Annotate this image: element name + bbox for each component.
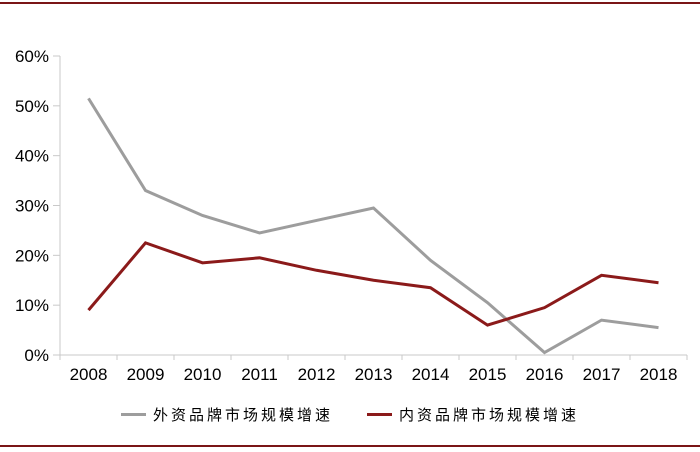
chart-legend: 外资品牌市场规模增速 内资品牌市场规模增速 xyxy=(0,404,700,425)
legend-item-foreign-brands: 外资品牌市场规模增速 xyxy=(120,404,333,425)
legend-item-domestic-brands: 内资品牌市场规模增速 xyxy=(367,404,579,425)
x-axis-tick-label: 2012 xyxy=(298,365,336,384)
series-line-0 xyxy=(87,97,659,355)
x-axis-tick-label: 2010 xyxy=(184,365,222,384)
legend-label-foreign-brands: 外资品牌市场规模增速 xyxy=(152,408,333,424)
y-axis-tick-label: 0% xyxy=(24,346,49,365)
legend-line-gray-icon xyxy=(120,413,146,416)
x-axis-tick-label: 2011 xyxy=(241,365,278,384)
legend-label-domestic-brands: 内资品牌市场规模增速 xyxy=(399,408,580,424)
y-axis-tick-label: 10% xyxy=(15,296,49,315)
series-line-1 xyxy=(87,241,659,327)
y-axis-tick-label: 50% xyxy=(15,97,49,116)
bottom-border-line xyxy=(0,445,700,447)
y-axis-tick-label: 60% xyxy=(15,47,49,66)
x-axis-tick-label: 2017 xyxy=(583,365,621,384)
x-axis-tick-label: 2008 xyxy=(70,365,108,384)
x-axis-tick-label: 2013 xyxy=(355,365,393,384)
x-axis-tick-label: 2018 xyxy=(640,365,678,384)
y-axis-tick-label: 40% xyxy=(15,147,49,166)
top-border-line xyxy=(0,2,700,4)
x-axis-tick-label: 2009 xyxy=(127,365,165,384)
x-axis-tick-label: 2014 xyxy=(412,365,450,384)
legend-line-maroon-icon xyxy=(367,413,392,416)
y-axis-tick-label: 20% xyxy=(15,246,49,265)
y-axis-tick-label: 30% xyxy=(15,197,49,216)
line-chart: 0% 10% 20% 30% 40% 50% 60% 2008 2009 2010 2011 2012… xyxy=(15,47,688,384)
x-axis-tick-label: 2016 xyxy=(526,365,564,384)
x-axis-tick-label: 2015 xyxy=(469,365,507,384)
